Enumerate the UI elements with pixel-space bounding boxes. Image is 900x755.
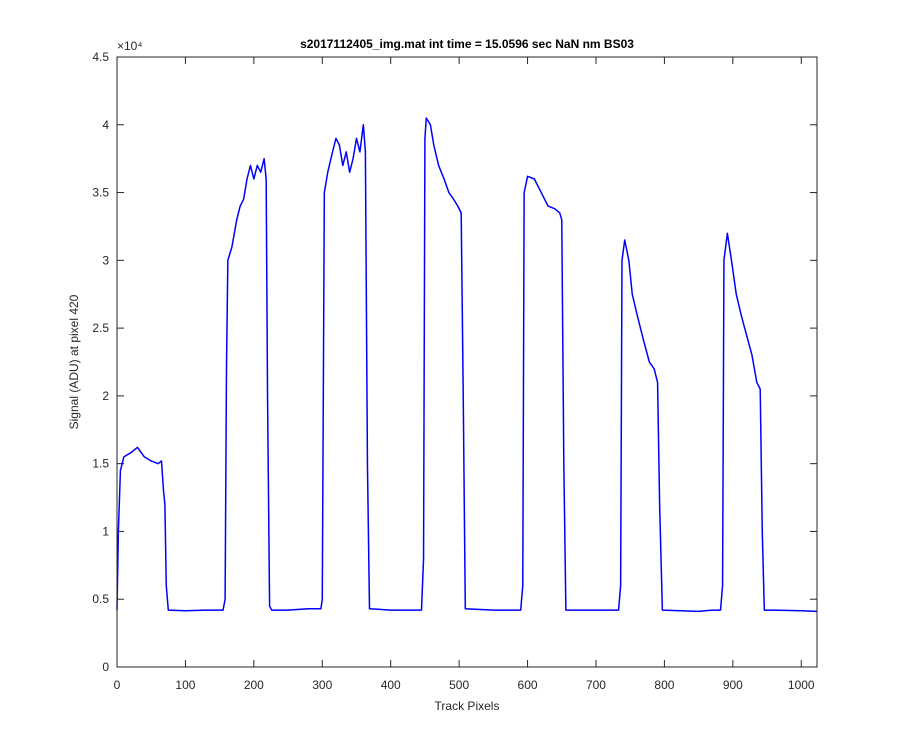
y-exponent: ×10⁴	[117, 39, 143, 53]
y-tick-label: 4.5	[92, 50, 109, 64]
y-tick-label: 0	[102, 660, 109, 674]
x-axis-label: Track Pixels	[435, 699, 500, 713]
x-tick-label: 300	[312, 678, 332, 692]
x-tick-label: 700	[586, 678, 606, 692]
chart-title: s2017112405_img.mat int time = 15.0596 s…	[300, 37, 634, 51]
y-tick-label: 3	[102, 253, 109, 267]
y-tick-label: 1.5	[92, 457, 109, 471]
plot-frame	[116, 56, 818, 668]
x-tick-label: 400	[381, 678, 401, 692]
y-tick-label: 4	[102, 118, 109, 132]
y-tick-label: 2.5	[92, 321, 109, 335]
y-axis-label: Signal (ADU) at pixel 420	[67, 294, 81, 429]
x-tick-label: 0	[114, 678, 121, 692]
x-tick-label: 200	[244, 678, 264, 692]
data-line	[116, 117, 818, 613]
x-tick-label: 900	[723, 678, 743, 692]
x-tick-label: 1000	[788, 678, 815, 692]
y-tick-label: 2	[102, 389, 109, 403]
x-tick-label: 500	[449, 678, 469, 692]
x-tick-label: 100	[175, 678, 195, 692]
y-tick-label: 3.5	[92, 186, 109, 200]
x-tick-label: 800	[654, 678, 674, 692]
y-tick-label: 1	[102, 524, 109, 538]
x-tick-label: 600	[518, 678, 538, 692]
y-tick-label: 0.5	[92, 592, 109, 606]
